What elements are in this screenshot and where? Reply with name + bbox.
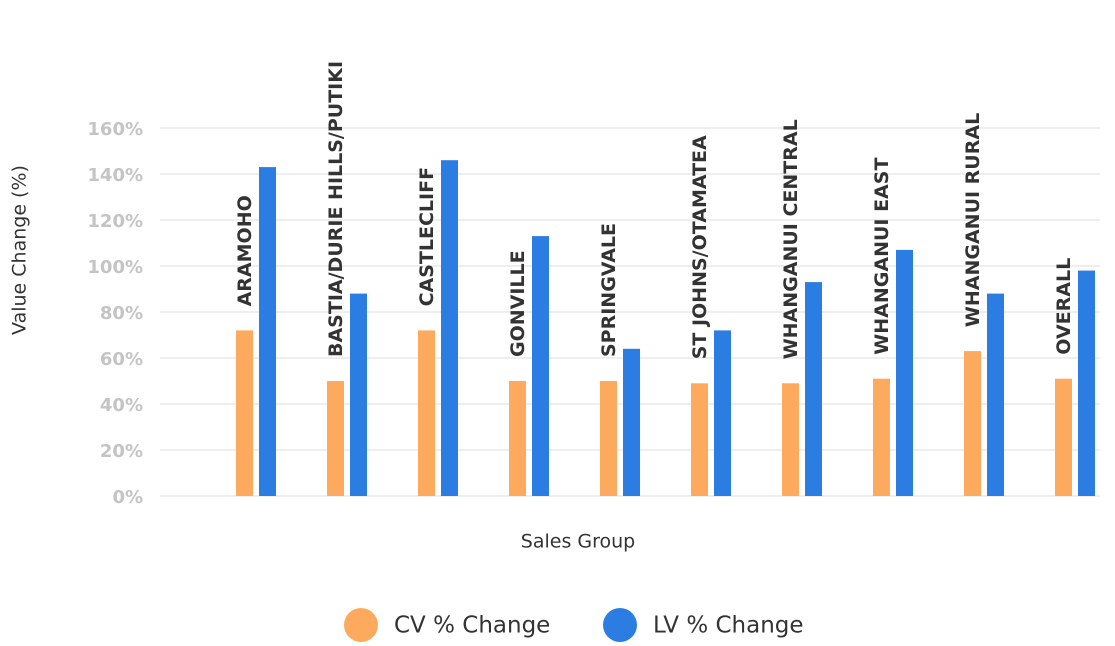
y-tick-label: 20% bbox=[100, 441, 143, 462]
bar bbox=[350, 293, 367, 496]
y-tick-label: 40% bbox=[100, 395, 143, 416]
category-label: OVERALL bbox=[1053, 258, 1075, 355]
bar bbox=[600, 381, 617, 496]
bar bbox=[259, 167, 276, 496]
bar bbox=[509, 381, 526, 496]
legend-swatch bbox=[344, 608, 378, 642]
category-label: WHANGANUI CENTRAL bbox=[780, 119, 802, 359]
category-label: WHANGANUI EAST bbox=[871, 158, 893, 355]
bar bbox=[532, 236, 549, 496]
bar bbox=[782, 383, 799, 496]
bar bbox=[327, 381, 344, 496]
bar bbox=[896, 249, 913, 496]
bar bbox=[805, 282, 822, 496]
category-label: CASTLECLIFF bbox=[416, 167, 438, 306]
category-label: ARAMOHO bbox=[234, 195, 256, 306]
y-tick-label: 160% bbox=[87, 119, 143, 140]
bar bbox=[691, 383, 708, 496]
y-tick-label: 120% bbox=[87, 211, 143, 232]
category-label: GONVILLE bbox=[507, 250, 529, 357]
bar bbox=[964, 351, 981, 496]
y-tick-label: 60% bbox=[100, 349, 143, 370]
legend-label: LV % Change bbox=[653, 613, 804, 639]
bar bbox=[236, 330, 253, 496]
y-tick-label: 0% bbox=[112, 487, 143, 508]
bar bbox=[987, 293, 1004, 496]
legend-swatch bbox=[603, 608, 637, 642]
y-tick-label: 100% bbox=[87, 257, 143, 278]
category-label: WHANGANUI RURAL bbox=[962, 113, 984, 327]
bar bbox=[873, 378, 890, 496]
legend-label: CV % Change bbox=[394, 613, 550, 639]
bar bbox=[1078, 270, 1095, 496]
bar bbox=[714, 330, 731, 496]
category-label: ST JOHNS/OTAMATEA bbox=[689, 135, 711, 359]
bar bbox=[441, 160, 458, 496]
category-label: SPRINGVALE bbox=[598, 223, 620, 357]
x-axis-title: Sales Group bbox=[521, 531, 635, 553]
y-tick-label: 80% bbox=[100, 303, 143, 324]
bar bbox=[623, 348, 640, 496]
category-label: BASTIA/DURIE HILLS/PUTIKI bbox=[325, 61, 347, 357]
bar bbox=[1055, 378, 1072, 496]
y-tick-label: 140% bbox=[87, 165, 143, 186]
y-axis-title: Value Change (%) bbox=[9, 165, 31, 335]
bar bbox=[418, 330, 435, 496]
